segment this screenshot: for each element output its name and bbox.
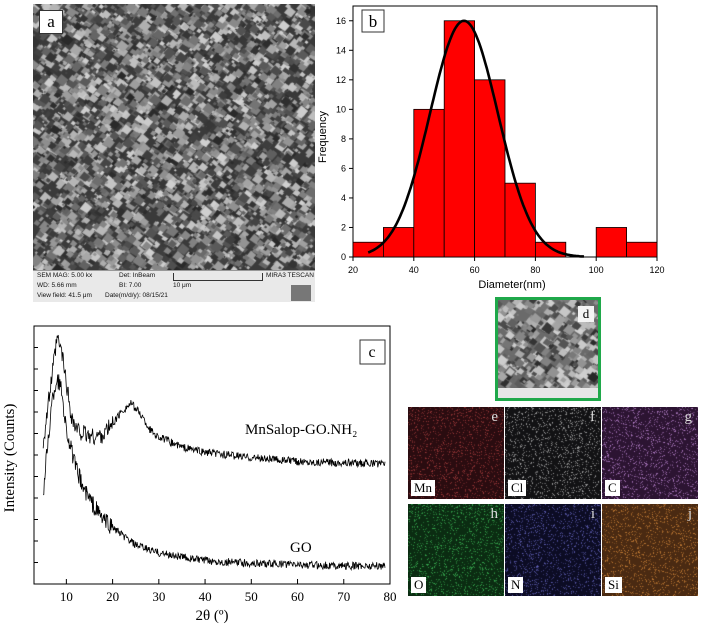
histogram-chart: 20 40 60 80 100 120 0 2 4 6 8 10 12 14 16 Diameter(nm)… [317,5,665,291]
panel-d-label: d [578,306,594,322]
histogram-ytick-label: 6 [341,163,346,173]
eds-map-element: Si [605,577,622,593]
eds-map-si: j Si [602,504,698,596]
eds-map-element: O [411,577,427,593]
xrd-series-mnsalop [42,334,386,469]
sem-view-field: View field: 41.5 μm [37,292,92,299]
histogram-ytick-label: 12 [336,75,346,85]
histogram-ylabel: Frequency [317,111,329,163]
sem-wd: WD: 5.66 mm [37,282,77,289]
sem-scale: 10 μm [173,282,192,289]
sem-texture [33,4,315,270]
xrd-series-label-mnsalop: MnSalop-GO.NH₂ [245,422,357,438]
histogram-ytick-label: 10 [336,104,346,114]
sem-bi: BI: 7.00 [119,282,142,289]
sem-image: a SEM MAG: 5.00 kx Det: InBeam WD: 5.66 … [33,4,315,302]
histogram-bars [352,20,658,258]
xrd-chart: 10 20 30 40 50 60 70 80 MnSalop-GO.NH₂ GO 2θ (º… [2,325,397,624]
xrd-xtick-label: 40 [199,589,212,604]
histogram-xlabel: Diameter(nm) [478,279,545,291]
xrd-xlabel: 2θ (º) [195,608,228,624]
histogram-ytick-label: 4 [341,193,346,203]
sem-date: Date(m/d/y): 08/15/21 [105,292,168,299]
panel-d-info-bar [498,388,598,398]
histogram-ytick-label: 16 [336,16,346,26]
eds-map-letter: f [590,409,595,425]
histogram-ticks: 20 40 60 80 100 120 0 2 4 6 8 10 12 14 16 [336,16,665,275]
sem-logo [291,285,311,301]
panel-c-label: c [368,344,375,361]
eds-map-letter: g [684,409,693,425]
histogram-ytick-label: 2 [341,222,346,232]
xrd-xtick-label: 10 [60,589,73,604]
sem-scale-bar [173,273,263,281]
eds-map-element: Cl [508,480,527,496]
xrd-xtick-label: 60 [291,589,304,604]
xrd-ylabel: Intensity (Counts) [2,404,18,513]
histogram-bar [352,241,384,258]
histogram-ytick-label: 0 [341,252,346,262]
xrd-xtick-label: 50 [245,589,258,604]
eds-map-letter: j [687,506,692,522]
eds-map-element: C [605,480,620,496]
histogram-ytick-label: 14 [336,45,346,55]
sem-instrument: MIRA3 TESCAN [266,272,314,279]
sem-info-bar: SEM MAG: 5.00 kx Det: InBeam WD: 5.66 mm… [33,270,315,302]
histogram-bar [474,79,506,258]
histogram-bar [383,227,415,258]
xrd-ticks: 10 20 30 40 50 60 70 80 [34,347,397,604]
panel-d-sem-image: d [495,297,601,401]
panel-b-label: b [369,12,378,31]
histogram-bar [443,20,475,258]
histogram-bar [413,108,445,258]
xrd-xtick-label: 80 [384,589,397,604]
histogram-xtick-label: 100 [589,265,604,275]
gaussian-fit-curve [367,19,585,258]
eds-map-letter: h [490,506,499,522]
eds-map-mn: e Mn [408,407,504,499]
histogram-bar [534,241,567,258]
eds-map-cl: f Cl [505,407,601,499]
xrd-series-go [42,374,386,571]
histogram-xtick-label: 80 [530,265,540,275]
panel-a-label: a [39,10,63,34]
xrd-series-label-go: GO [290,540,312,556]
sem-det: Det: InBeam [119,272,156,279]
eds-map-element: N [508,577,524,593]
histogram-xtick-label: 40 [409,265,419,275]
xrd-xtick-label: 30 [152,589,165,604]
panel-b-box [361,9,385,33]
histogram-ytick-label: 8 [341,134,346,144]
eds-map-element: Mn [411,480,436,496]
sem-mag: SEM MAG: 5.00 kx [37,272,93,279]
histogram-bar [595,227,628,258]
panel-c-box [359,339,386,365]
histogram-xtick-label: 20 [348,265,358,275]
histogram-bar [626,241,658,258]
histogram-xtick-label: 60 [470,265,480,275]
xrd-xtick-label: 70 [337,589,350,604]
histogram-xtick-label: 120 [649,265,664,275]
xrd-xtick-label: 20 [106,589,119,604]
eds-map-letter: e [491,409,498,425]
eds-map-letter: i [590,506,595,522]
